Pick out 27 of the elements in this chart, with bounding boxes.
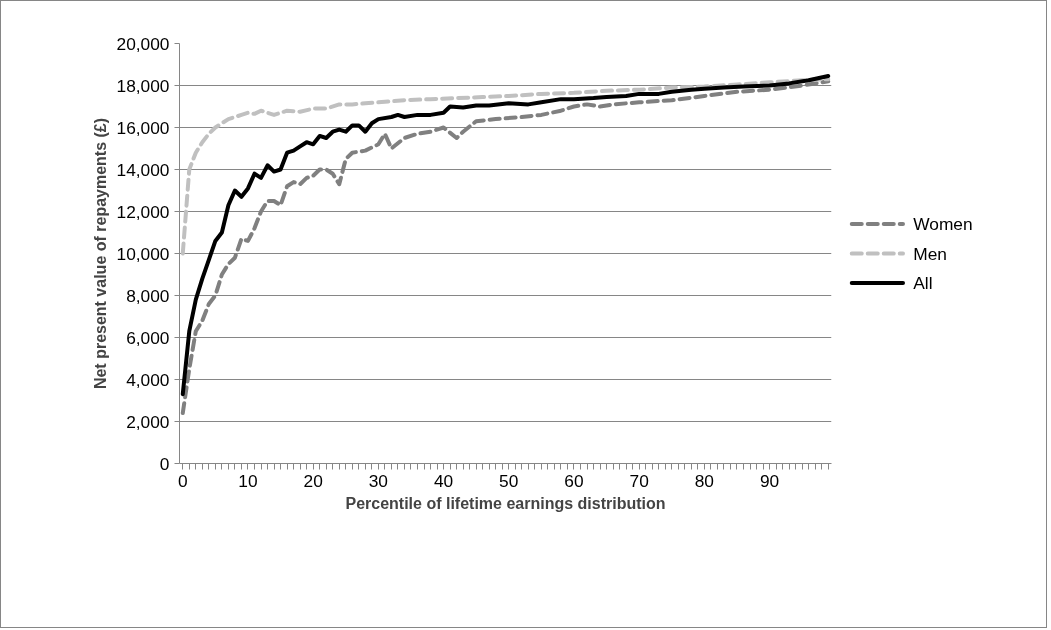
y-tick-label: 16,000 [116,117,170,138]
legend-label: All [913,273,933,294]
y-tick-label: 8,000 [126,285,170,306]
legend-label: Women [913,213,973,234]
y-tick-label: 2,000 [126,411,170,432]
x-tick-label: 30 [368,470,388,491]
x-tick-label: 0 [177,470,188,491]
y-tick-label: 0 [159,453,170,474]
y-tick-label: 6,000 [126,327,170,348]
x-tick-label: 10 [238,470,258,491]
x-tick-label: 60 [564,470,584,491]
y-tick-label: 18,000 [116,75,170,96]
x-tick-label: 50 [499,470,519,491]
x-tick-label: 40 [433,470,454,491]
x-tick-label: 90 [759,470,780,491]
y-tick-label: 12,000 [116,201,170,222]
legend-label: Men [913,243,947,264]
x-tick-label: 70 [629,470,649,491]
y-tick-label: 14,000 [116,159,170,180]
x-tick-label: 80 [694,470,714,491]
x-tick-label: 20 [303,470,323,491]
y-tick-label: 4,000 [126,369,170,390]
y-axis-title: Net present value of repayments (£) [91,117,109,390]
line-series [180,77,831,256]
y-tick-label: 10,000 [116,243,170,264]
y-tick-label: 20,000 [116,33,170,54]
x-axis-title: Percentile of lifetime earnings distribution [345,494,666,512]
